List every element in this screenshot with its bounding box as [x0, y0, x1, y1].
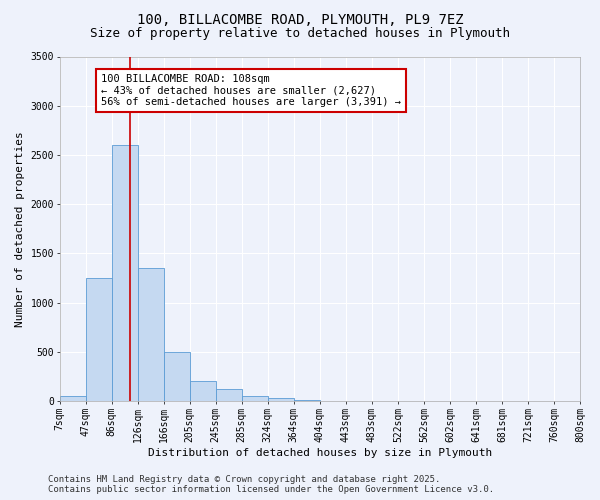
Bar	[59, 396, 86, 401]
Bar	[190, 382, 216, 401]
Bar	[86, 278, 112, 401]
Bar	[242, 396, 268, 401]
Bar	[112, 145, 137, 401]
Y-axis label: Number of detached properties: Number of detached properties	[15, 131, 25, 326]
Bar	[164, 352, 190, 401]
Text: 100, BILLACOMBE ROAD, PLYMOUTH, PL9 7EZ: 100, BILLACOMBE ROAD, PLYMOUTH, PL9 7EZ	[137, 12, 463, 26]
Text: Size of property relative to detached houses in Plymouth: Size of property relative to detached ho…	[90, 28, 510, 40]
Bar	[137, 268, 164, 401]
Bar	[268, 398, 294, 401]
X-axis label: Distribution of detached houses by size in Plymouth: Distribution of detached houses by size …	[148, 448, 492, 458]
Text: 100 BILLACOMBE ROAD: 108sqm
← 43% of detached houses are smaller (2,627)
56% of : 100 BILLACOMBE ROAD: 108sqm ← 43% of det…	[101, 74, 401, 107]
Bar	[216, 390, 242, 401]
Text: Contains HM Land Registry data © Crown copyright and database right 2025.
Contai: Contains HM Land Registry data © Crown c…	[48, 474, 494, 494]
Bar	[294, 400, 320, 401]
